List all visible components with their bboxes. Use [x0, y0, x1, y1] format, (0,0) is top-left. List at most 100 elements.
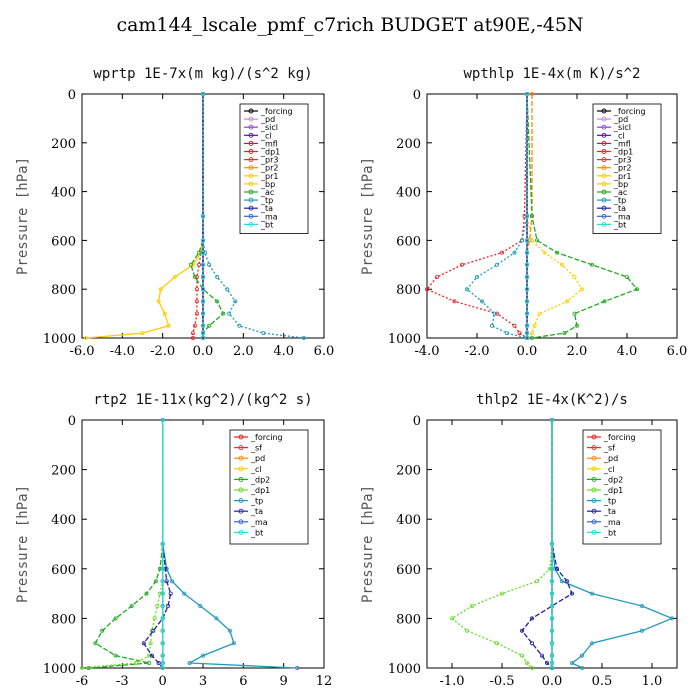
x-tick-label: 0.0 [542, 674, 563, 689]
y-tick-label: 200 [396, 464, 421, 479]
legend-marker [591, 519, 597, 525]
data-point [160, 641, 165, 646]
data-point [200, 323, 205, 328]
series-line-pr2 [526, 94, 533, 338]
legend-label: _sf [603, 444, 615, 453]
legend-marker [248, 124, 254, 130]
data-point [590, 262, 595, 267]
x-tick-label: -2.0 [464, 344, 489, 359]
legend-marker [601, 189, 607, 195]
legend-label: _ta [250, 507, 263, 516]
data-point [640, 628, 645, 633]
data-point [157, 566, 162, 571]
series-line-dp1 [425, 93, 528, 339]
data-point [550, 591, 555, 596]
legend-label: _sf [250, 444, 262, 453]
data-point [550, 417, 555, 422]
legend-label: _pr2 [613, 164, 631, 173]
data-point [545, 661, 550, 666]
data-point [489, 323, 494, 328]
panel-title: wprtp 1E-7x(m kg)/(s^2 kg) [93, 66, 312, 82]
legend-label: _bt [260, 220, 273, 229]
data-point [542, 250, 547, 255]
data-point [464, 287, 469, 292]
data-point [494, 262, 499, 267]
data-point [535, 238, 540, 243]
data-point [530, 238, 535, 243]
data-point [640, 604, 645, 609]
y-tick-label: 800 [396, 612, 421, 627]
data-point [194, 299, 199, 304]
legend-marker [238, 498, 244, 504]
legend-label: _sicl [613, 123, 631, 132]
legend-marker [591, 466, 597, 472]
data-point [152, 616, 157, 621]
y-axis-label: Pressure [hPa] [15, 157, 31, 275]
data-point [192, 274, 197, 279]
data-point [494, 311, 499, 316]
legend-label: _dp1 [260, 148, 280, 157]
y-tick-label: 0 [68, 88, 76, 103]
legend-label: _tp [603, 497, 616, 506]
data-point [198, 604, 203, 609]
data-point [200, 299, 205, 304]
x-tick-label: -0.5 [489, 674, 514, 689]
y-tick-label: 400 [51, 513, 76, 528]
y-tick-label: 400 [396, 513, 421, 528]
x-tick-label: -2.0 [150, 344, 175, 359]
legend-label: _mfl [613, 139, 631, 148]
x-tick-label: 1.0 [642, 674, 663, 689]
data-point [512, 323, 517, 328]
legend-label: _bt [613, 220, 626, 229]
data-point [200, 335, 205, 340]
data-point [560, 262, 565, 267]
y-tick-label: 600 [396, 563, 421, 578]
data-point [227, 311, 232, 316]
data-point [141, 641, 146, 646]
data-point [580, 653, 585, 658]
data-point [301, 335, 306, 340]
data-point [233, 299, 238, 304]
panel-title: thlp2 1E-4x(K^2)/s [476, 392, 628, 408]
data-point [166, 323, 171, 328]
data-point [550, 628, 555, 633]
data-point [156, 661, 161, 666]
data-point [194, 311, 199, 316]
data-point [550, 653, 555, 658]
legend-label: _dp1 [613, 148, 633, 157]
legend-marker [248, 189, 254, 195]
data-point [525, 274, 530, 279]
legend-label: _forcing [250, 433, 283, 442]
data-point [625, 274, 630, 279]
legend-marker [238, 434, 244, 440]
data-point [562, 331, 567, 336]
data-point [80, 666, 85, 671]
legend-marker [601, 221, 607, 227]
legend-label: _pd [250, 454, 265, 463]
x-tick-label: 0.5 [592, 674, 613, 689]
y-tick-label: 600 [396, 234, 421, 249]
data-point [194, 287, 199, 292]
legend-label: _ac [260, 188, 274, 197]
legend-marker [601, 213, 607, 219]
legend-marker [238, 466, 244, 472]
legend-label: _pr1 [613, 172, 631, 181]
data-point [565, 579, 570, 584]
data-point [499, 591, 504, 596]
x-tick-label: 3 [199, 674, 207, 689]
data-point [424, 287, 429, 292]
y-tick-label: 200 [51, 137, 76, 152]
legend-marker [238, 508, 244, 514]
legend-marker [601, 181, 607, 187]
legend-label: _ma [603, 518, 621, 527]
legend-label: _mfl [260, 139, 278, 148]
data-point [525, 661, 530, 666]
data-point [525, 92, 530, 97]
data-point [227, 628, 232, 633]
legend-label: _bt [250, 528, 263, 537]
x-tick-label: 9 [280, 674, 288, 689]
data-point [530, 331, 535, 336]
data-point [525, 299, 530, 304]
data-point [129, 604, 134, 609]
